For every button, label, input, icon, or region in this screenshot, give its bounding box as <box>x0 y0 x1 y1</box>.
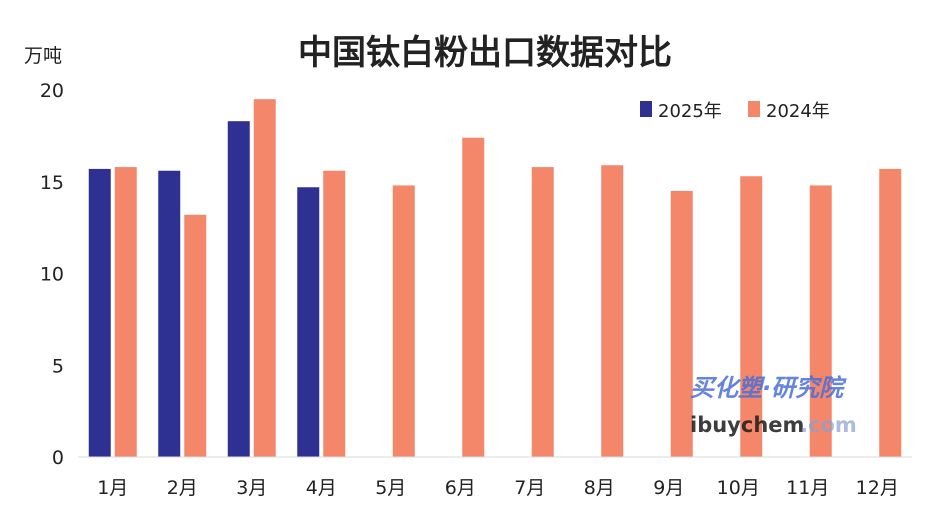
x-category-label: 10月 <box>717 477 760 499</box>
watermark-domain: ibuychem <box>690 413 804 437</box>
chart-title: 中国钛白粉出口数据对比 <box>298 33 672 73</box>
legend-swatch-2025 <box>640 101 652 117</box>
x-axis-categories: 1月 2月 3月 4月 5月 6月 7月 8月 9月 10月 11月 12月 <box>97 477 899 499</box>
bar-2024-10 <box>740 176 763 457</box>
y-tick-label: 15 <box>40 172 64 194</box>
y-tick-label: 10 <box>40 264 64 286</box>
legend: 2025年 2024年 <box>640 101 830 122</box>
x-category-label: 1月 <box>97 477 128 499</box>
bar-2024-7 <box>531 167 554 457</box>
bar-2024-2 <box>184 214 207 457</box>
watermark-brand: 买化塑·研究院 <box>690 374 847 402</box>
bar-2025-1 <box>88 168 111 457</box>
bar-2024-3 <box>253 99 276 458</box>
y-axis-ticks: 0 5 10 15 20 <box>40 80 64 469</box>
watermark: 买化塑·研究院 ibuychem .com <box>690 374 857 437</box>
bar-2024-6 <box>462 137 485 457</box>
x-category-label: 11月 <box>786 477 829 499</box>
legend-label-2025: 2025年 <box>658 101 722 122</box>
bar-2024-8 <box>601 165 624 458</box>
legend-label-2024: 2024年 <box>766 101 830 122</box>
x-category-label: 6月 <box>445 477 476 499</box>
bar-2024-9 <box>670 190 693 458</box>
y-tick-label: 0 <box>52 447 64 469</box>
x-category-label: 9月 <box>653 477 684 499</box>
y-axis-unit: 万吨 <box>24 45 62 67</box>
bar-2024-1 <box>114 167 137 457</box>
x-category-label: 12月 <box>856 477 899 499</box>
x-category-label: 4月 <box>306 477 337 499</box>
watermark-domain-suffix: .com <box>800 413 857 437</box>
bar-2024-4 <box>323 170 346 458</box>
y-tick-label: 20 <box>40 80 64 102</box>
bar-2024-5 <box>392 185 415 458</box>
bar-2025-3 <box>227 121 250 457</box>
y-tick-label: 5 <box>52 355 64 377</box>
x-category-label: 5月 <box>375 477 406 499</box>
x-category-label: 7月 <box>514 477 545 499</box>
bar-2024-12 <box>879 168 902 457</box>
x-category-label: 8月 <box>584 477 615 499</box>
bar-2024-11 <box>809 185 832 458</box>
bar-2025-4 <box>297 187 320 457</box>
legend-swatch-2024 <box>748 101 760 117</box>
x-category-label: 2月 <box>167 477 198 499</box>
bar-2025-2 <box>158 170 181 458</box>
x-category-label: 3月 <box>236 477 267 499</box>
bars <box>88 99 902 458</box>
